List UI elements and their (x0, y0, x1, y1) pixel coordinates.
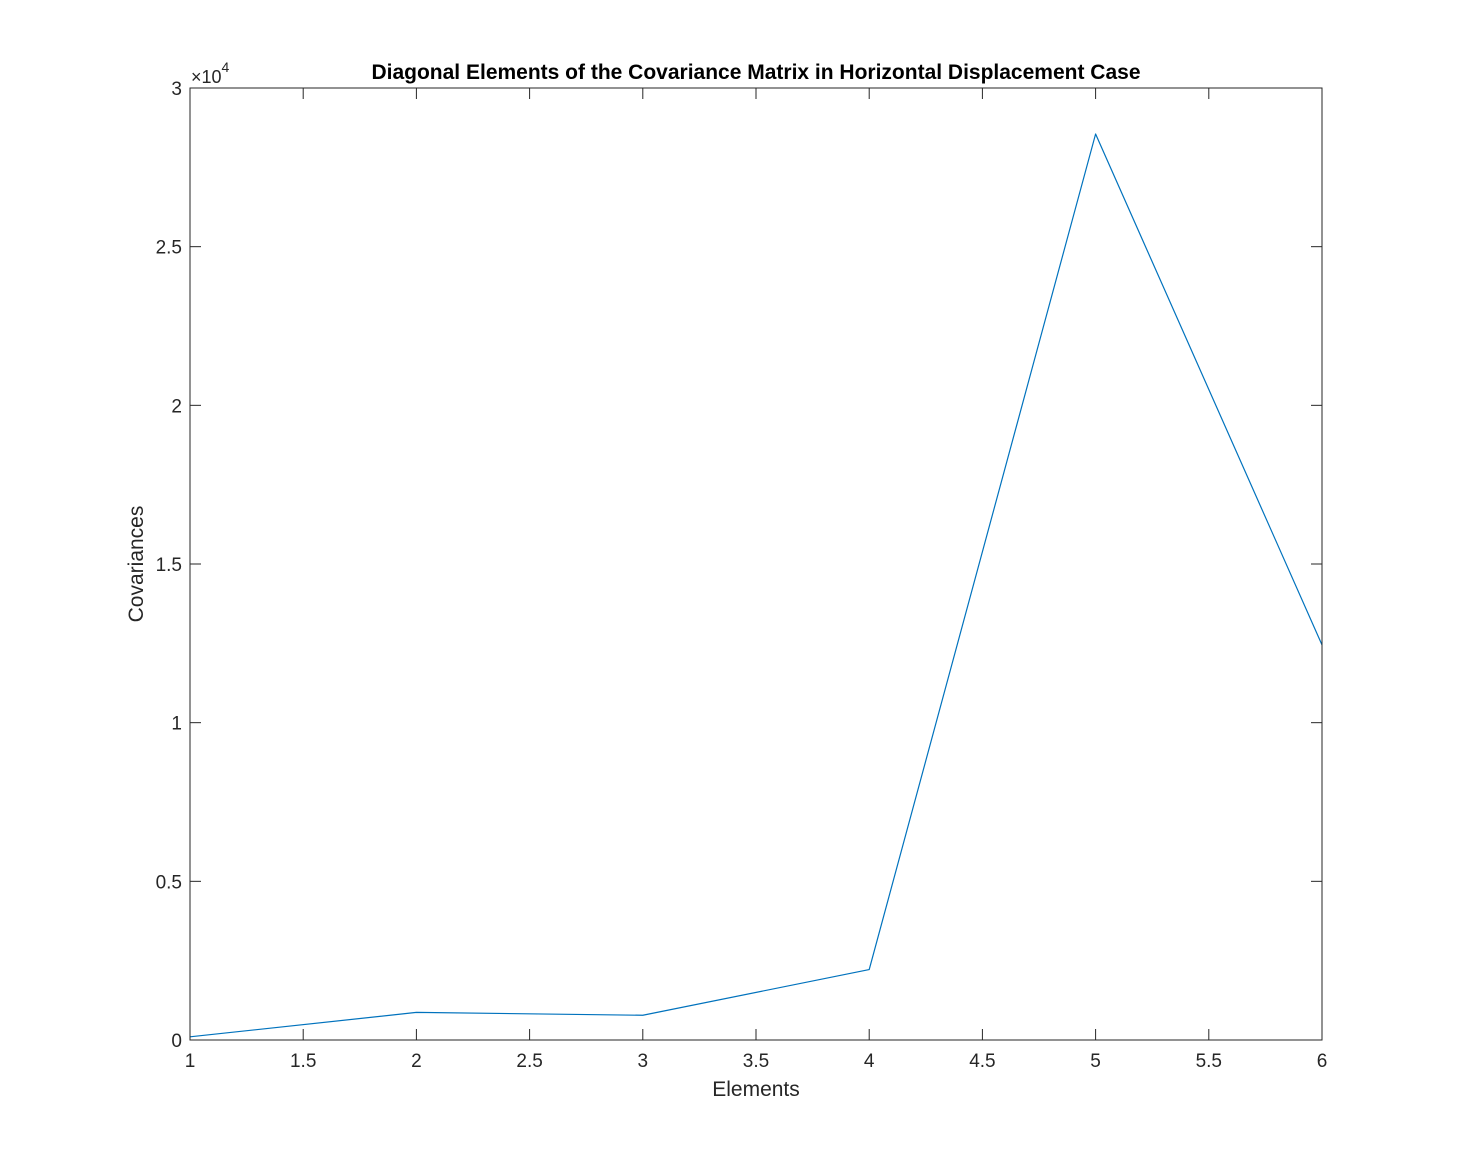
chart-title: Diagonal Elements of the Covariance Matr… (371, 61, 1140, 84)
y-tick-label: 1 (171, 714, 182, 735)
y-tick-label: 1.5 (156, 555, 182, 576)
series-line-1 (189, 133, 1323, 1038)
y-axis-exponent-base: ×10 (191, 67, 222, 87)
series-layer (189, 133, 1323, 1038)
x-tick-label: 3 (638, 1051, 649, 1072)
x-tick-label: 4 (864, 1051, 875, 1072)
y-axis-label: Covariances (125, 506, 148, 623)
y-axis-exponent: ×104 (191, 59, 230, 87)
x-tick-label: 5 (1090, 1051, 1101, 1072)
plot-area-frame (189, 87, 1323, 1041)
y-axis-exponent-power: 4 (222, 59, 230, 75)
x-axis-label: Elements (712, 1078, 800, 1101)
x-tick-label: 6 (1317, 1051, 1328, 1072)
x-tick-label: 2 (411, 1051, 422, 1072)
x-tick-label: 1.5 (290, 1051, 316, 1072)
y-tick-label: 0.5 (156, 872, 182, 893)
y-tick-label: 0 (171, 1031, 182, 1052)
ticks-layer (189, 87, 1323, 1041)
labels-layer: 1 1.5 2 2.5 3 3.5 4 4.5 5 5.5 6 0 0.5 1 1.5 2 2.5 3 (156, 79, 1328, 1072)
y-tick-label: 3 (171, 79, 182, 100)
x-tick-label: 5.5 (1196, 1051, 1222, 1072)
x-tick-label: 4.5 (969, 1051, 995, 1072)
y-tick-label: 2 (171, 396, 182, 417)
x-tick-label: 3.5 (743, 1051, 769, 1072)
x-tick-label: 2.5 (516, 1051, 542, 1072)
x-tick-label: 1 (185, 1051, 196, 1072)
y-tick-label: 2.5 (156, 238, 182, 259)
